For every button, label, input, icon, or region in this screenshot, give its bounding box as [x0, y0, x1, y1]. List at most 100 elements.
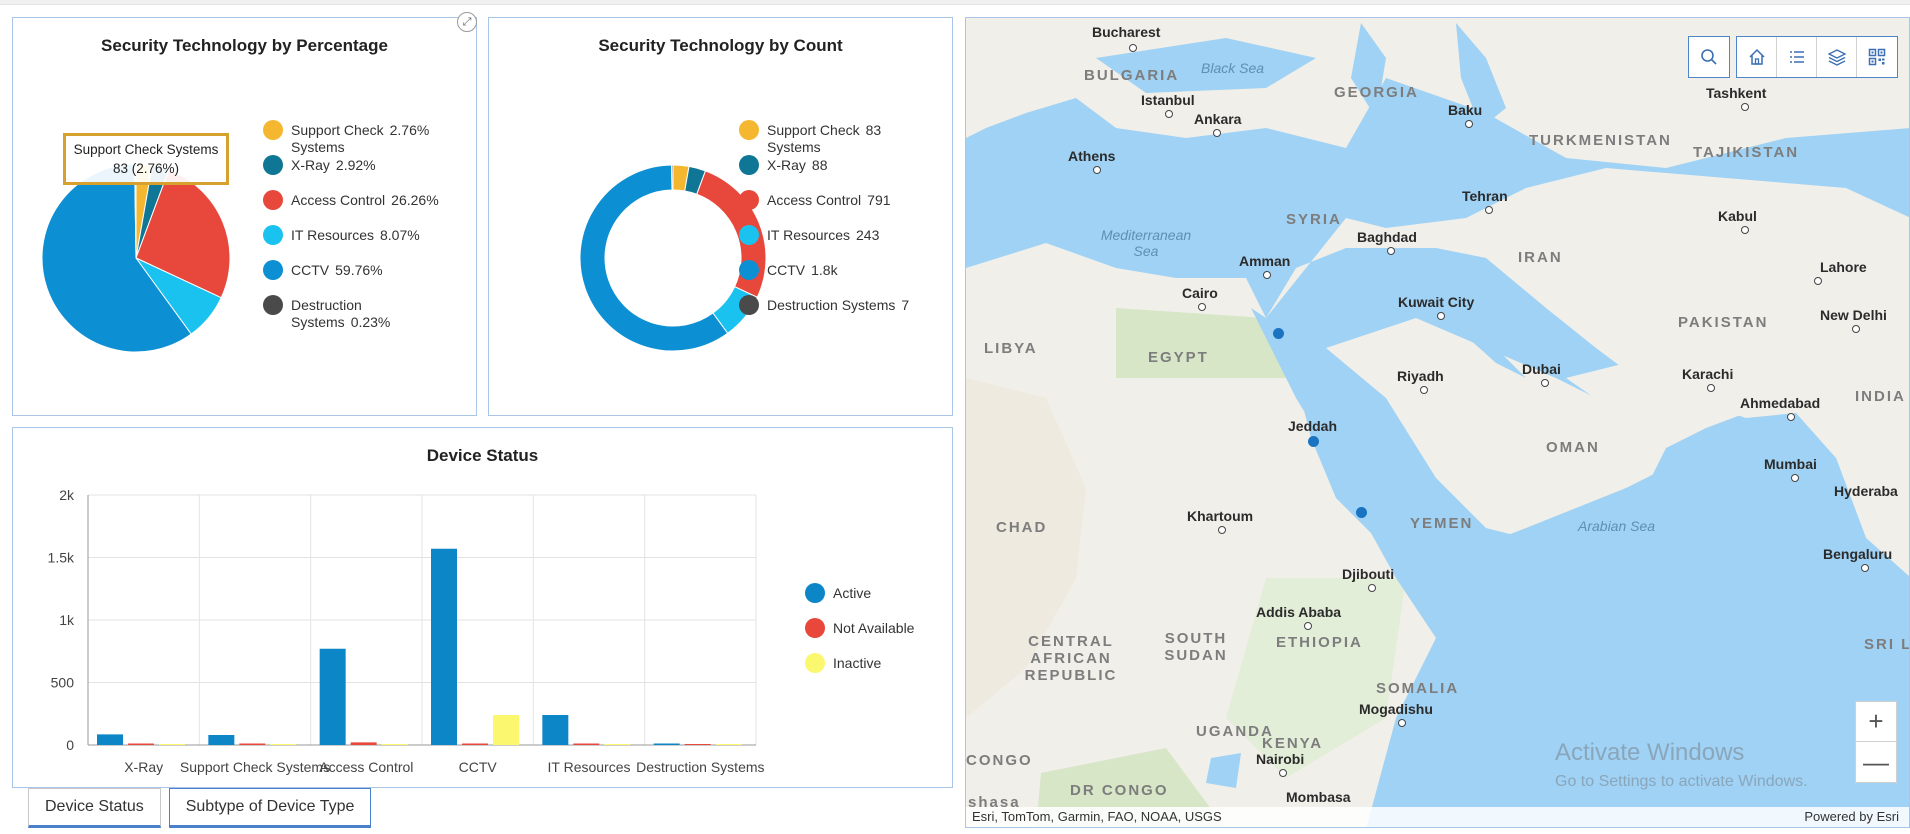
y-tick-label: 1k	[59, 612, 75, 628]
device-location-marker[interactable]	[1308, 436, 1319, 447]
tooltip-title: Support Check Systems	[73, 142, 219, 157]
list-icon[interactable]	[1777, 37, 1817, 77]
legend-label: Support Check	[291, 122, 384, 138]
map-view[interactable]: Bucharest Istanbul Ankara Athens Baku Ta…	[965, 17, 1910, 828]
legend-value: 243	[856, 227, 880, 243]
pie-legend: Support Check 2.76% Systems X-Ray 2.92% Acces…	[263, 120, 473, 382]
legend-item[interactable]: Destruction Systems 7	[739, 295, 909, 315]
country-label: SRI LA	[1864, 636, 1909, 653]
legend-item[interactable]: IT Resources 8.07%	[263, 225, 420, 245]
country-label: SOMALIA	[1376, 680, 1460, 697]
country-label: YEMEN	[1410, 515, 1474, 532]
city-marker	[1304, 622, 1312, 630]
city-marker	[1420, 386, 1428, 394]
country-label: LIBYA	[984, 340, 1038, 357]
country-label: INDIA	[1855, 388, 1906, 405]
sea-label: Mediterranean Sea	[1100, 227, 1192, 259]
y-tick-label: 0	[66, 737, 74, 753]
top-strip	[0, 0, 1910, 5]
bar-active	[542, 715, 569, 745]
x-tick-label: Access Control	[319, 759, 413, 775]
legend-item[interactable]: Access Control 26.26%	[263, 190, 439, 210]
legend-swatch	[263, 190, 283, 210]
watermark-title: Activate Windows	[1555, 739, 1745, 766]
legend-item[interactable]: X-Ray 88	[739, 155, 827, 175]
search-icon[interactable]	[1689, 37, 1729, 77]
legend-label: IT Resources	[291, 227, 374, 243]
legend-swatch	[739, 295, 759, 315]
expand-icon[interactable]: ⤢	[457, 12, 477, 32]
legend-value: 8.07%	[380, 227, 420, 243]
city-marker	[1165, 110, 1173, 118]
zoom-in-button[interactable]: +	[1856, 702, 1896, 742]
city-label: Istanbul	[1141, 92, 1195, 108]
city-marker	[1218, 526, 1226, 534]
search-toolbar	[1688, 36, 1730, 78]
legend-item[interactable]: CCTV 1.8k	[739, 260, 838, 280]
legend-swatch	[805, 583, 825, 603]
city-label: Ankara	[1194, 111, 1242, 127]
legend-item[interactable]: Support Check 2.76% Systems	[263, 120, 430, 156]
legend-item[interactable]: Active	[805, 583, 871, 603]
legend-item[interactable]: Support Check 83 Systems	[739, 120, 881, 156]
city-label: Tashkent	[1706, 85, 1767, 101]
country-label: OMAN	[1546, 439, 1600, 456]
legend-label: CCTV	[767, 262, 806, 278]
legend-item[interactable]: CCTV 59.76%	[263, 260, 383, 280]
pie-tooltip: Support Check Systems 83 (2.76%)	[63, 133, 229, 185]
legend-item[interactable]: X-Ray 2.92%	[263, 155, 376, 175]
legend-item[interactable]: Destruction Systems 0.23%	[263, 295, 461, 331]
legend-swatch	[739, 120, 759, 140]
y-tick-label: 1.5k	[48, 550, 75, 566]
bar-not-available	[350, 742, 377, 745]
bar-active	[97, 734, 123, 745]
city-marker	[1707, 384, 1715, 392]
basemap	[966, 18, 1909, 827]
country-label: EGYPT	[1148, 349, 1209, 366]
bar-not-available	[239, 743, 266, 745]
layers-icon[interactable]	[1817, 37, 1857, 77]
city-marker	[1485, 206, 1493, 214]
country-label: shasa	[968, 794, 1021, 811]
legend-swatch	[739, 260, 759, 280]
legend-item[interactable]: Inactive	[805, 653, 881, 673]
city-label: Mogadishu	[1359, 701, 1433, 717]
legend-value: 791	[867, 192, 891, 208]
legend-swatch	[805, 653, 825, 673]
map-attribution: Esri, TomTom, Garmin, FAO, NOAA, USGS Po…	[966, 807, 1909, 827]
legend-value: 59.76%	[335, 262, 383, 278]
legend-value: 2.76%	[389, 122, 430, 138]
legend-item[interactable]: IT Resources 243	[739, 225, 880, 245]
x-tick-label: Support Check Systems	[180, 759, 330, 775]
bar-not-available	[573, 743, 600, 745]
bar-inactive	[381, 744, 408, 745]
legend-swatch	[263, 295, 283, 315]
pie-chart-title: Security Technology by Percentage	[101, 36, 388, 55]
device-location-marker[interactable]	[1356, 507, 1367, 518]
home-icon[interactable]	[1737, 37, 1777, 77]
bar-inactive	[270, 744, 297, 745]
city-marker	[1437, 312, 1445, 320]
tab-subtype-of-device-type[interactable]: Subtype of Device Type	[168, 788, 372, 828]
city-marker	[1213, 129, 1221, 137]
powered-by-esri[interactable]: Powered by Esri	[1804, 809, 1899, 824]
legend-item[interactable]: Access Control 791	[739, 190, 891, 210]
attribution-text: Esri, TomTom, Garmin, FAO, NOAA, USGS	[972, 809, 1222, 824]
city-label: Athens	[1068, 148, 1116, 164]
legend-label: X-Ray	[767, 157, 806, 173]
device-location-marker[interactable]	[1273, 328, 1284, 339]
city-label: Baghdad	[1357, 229, 1417, 245]
bar-inactive	[493, 715, 519, 745]
city-label: Baku	[1448, 102, 1483, 118]
legend-item[interactable]: Not Available	[805, 618, 914, 638]
zoom-out-button[interactable]: —	[1863, 746, 1889, 777]
legend-swatch	[739, 225, 759, 245]
city-label: Hyderaba	[1834, 483, 1898, 499]
qr-icon[interactable]	[1857, 37, 1897, 77]
city-marker	[1279, 769, 1287, 777]
y-tick-label: 500	[51, 675, 75, 691]
tab-device-status[interactable]: Device Status	[28, 788, 161, 828]
city-marker	[1263, 271, 1271, 279]
country-label: DR CONGO	[1070, 782, 1169, 799]
country-label: KENYA	[1262, 735, 1324, 752]
